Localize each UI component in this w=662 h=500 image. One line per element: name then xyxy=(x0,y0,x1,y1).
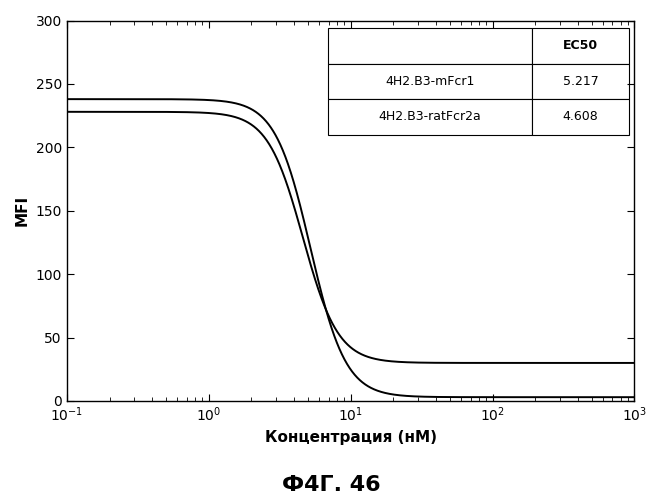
X-axis label: Концентрация (нМ): Концентрация (нМ) xyxy=(265,430,437,445)
Y-axis label: MFI: MFI xyxy=(15,195,30,226)
Text: Ф4Г. 46: Ф4Г. 46 xyxy=(282,475,380,495)
